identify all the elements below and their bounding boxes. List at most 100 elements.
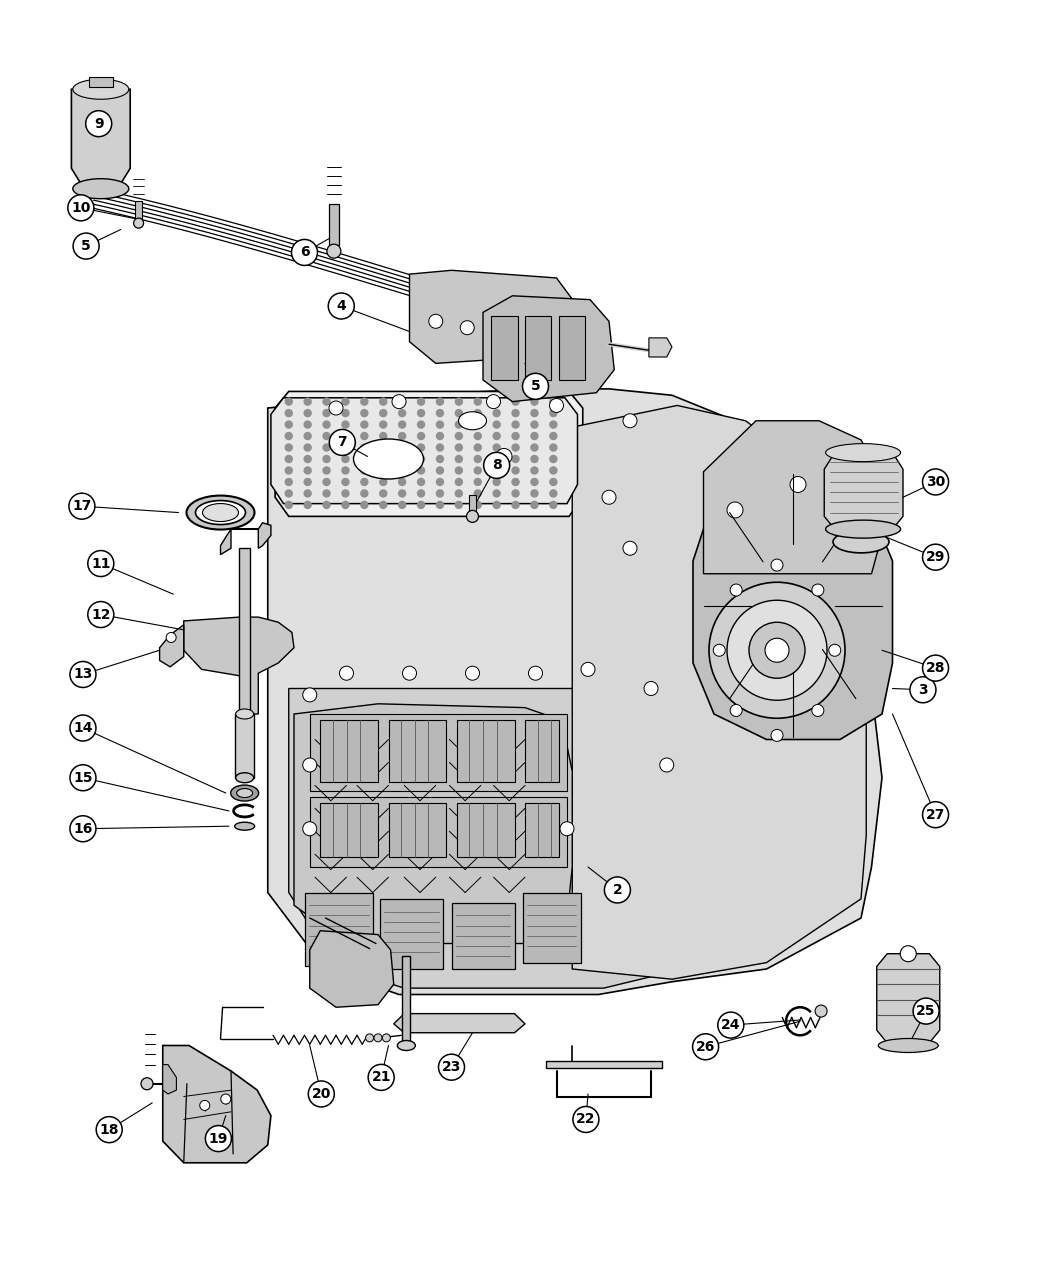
Circle shape <box>220 1094 231 1104</box>
Circle shape <box>550 455 556 463</box>
Circle shape <box>304 490 311 497</box>
Polygon shape <box>135 201 142 223</box>
Circle shape <box>494 409 500 417</box>
Circle shape <box>914 998 939 1024</box>
Circle shape <box>286 455 292 463</box>
Ellipse shape <box>195 501 246 524</box>
Ellipse shape <box>825 520 901 538</box>
Circle shape <box>475 467 481 474</box>
Circle shape <box>380 398 386 405</box>
Circle shape <box>456 398 462 405</box>
Circle shape <box>399 432 405 440</box>
Circle shape <box>361 444 368 451</box>
Circle shape <box>512 467 519 474</box>
Circle shape <box>342 409 349 417</box>
Circle shape <box>437 467 443 474</box>
Circle shape <box>727 502 743 518</box>
Circle shape <box>910 677 936 703</box>
Circle shape <box>418 455 424 463</box>
Circle shape <box>512 478 519 486</box>
Circle shape <box>342 455 349 463</box>
Circle shape <box>512 501 519 509</box>
Circle shape <box>727 601 827 700</box>
Circle shape <box>302 822 317 835</box>
Circle shape <box>623 542 637 555</box>
Circle shape <box>70 662 96 687</box>
Polygon shape <box>320 803 378 857</box>
Text: 2: 2 <box>612 884 623 896</box>
Circle shape <box>602 491 616 504</box>
Polygon shape <box>546 1061 662 1068</box>
Circle shape <box>342 501 349 509</box>
Circle shape <box>573 1107 598 1132</box>
Text: 6: 6 <box>299 246 310 259</box>
Circle shape <box>475 478 481 486</box>
Circle shape <box>437 421 443 428</box>
Text: 20: 20 <box>312 1088 331 1100</box>
Ellipse shape <box>235 709 254 719</box>
Circle shape <box>327 245 341 258</box>
Circle shape <box>923 469 948 495</box>
Circle shape <box>418 490 424 497</box>
Circle shape <box>399 409 405 417</box>
Text: 28: 28 <box>926 662 945 674</box>
Circle shape <box>361 398 368 405</box>
Circle shape <box>494 432 500 440</box>
Circle shape <box>380 467 386 474</box>
Circle shape <box>437 501 443 509</box>
Circle shape <box>292 240 317 265</box>
Text: 22: 22 <box>576 1113 595 1126</box>
Circle shape <box>361 432 368 440</box>
Circle shape <box>512 432 519 440</box>
Circle shape <box>88 551 113 576</box>
Circle shape <box>304 444 311 451</box>
Circle shape <box>486 829 501 842</box>
Polygon shape <box>163 1065 176 1094</box>
Circle shape <box>330 430 355 455</box>
Text: 23: 23 <box>442 1061 461 1074</box>
Circle shape <box>361 421 368 428</box>
Polygon shape <box>163 1046 271 1163</box>
Circle shape <box>531 501 538 509</box>
Circle shape <box>361 478 368 486</box>
Polygon shape <box>304 892 373 966</box>
Text: 26: 26 <box>696 1040 715 1053</box>
Circle shape <box>494 455 500 463</box>
Circle shape <box>491 319 506 332</box>
Ellipse shape <box>459 412 486 430</box>
Circle shape <box>437 398 443 405</box>
Text: 10: 10 <box>71 201 90 214</box>
Ellipse shape <box>825 444 901 462</box>
Circle shape <box>531 478 538 486</box>
Circle shape <box>730 705 742 717</box>
Circle shape <box>494 467 500 474</box>
Polygon shape <box>457 720 514 782</box>
Circle shape <box>437 432 443 440</box>
Circle shape <box>200 1100 210 1111</box>
Circle shape <box>437 455 443 463</box>
Circle shape <box>709 583 845 718</box>
Circle shape <box>418 432 424 440</box>
Polygon shape <box>289 688 698 988</box>
Circle shape <box>512 444 519 451</box>
Polygon shape <box>877 954 940 1043</box>
Circle shape <box>494 444 500 451</box>
Text: 7: 7 <box>337 436 348 449</box>
Circle shape <box>286 501 292 509</box>
Circle shape <box>550 398 556 405</box>
Polygon shape <box>572 405 866 979</box>
Ellipse shape <box>231 785 258 801</box>
Circle shape <box>342 398 349 405</box>
Circle shape <box>512 398 519 405</box>
Circle shape <box>475 501 481 509</box>
Text: 16: 16 <box>74 822 92 835</box>
Circle shape <box>531 455 538 463</box>
Circle shape <box>531 467 538 474</box>
Circle shape <box>713 644 726 657</box>
Circle shape <box>771 560 783 571</box>
Ellipse shape <box>397 1040 416 1051</box>
Circle shape <box>323 467 330 474</box>
Circle shape <box>531 421 538 428</box>
Circle shape <box>286 467 292 474</box>
Ellipse shape <box>878 1039 939 1052</box>
